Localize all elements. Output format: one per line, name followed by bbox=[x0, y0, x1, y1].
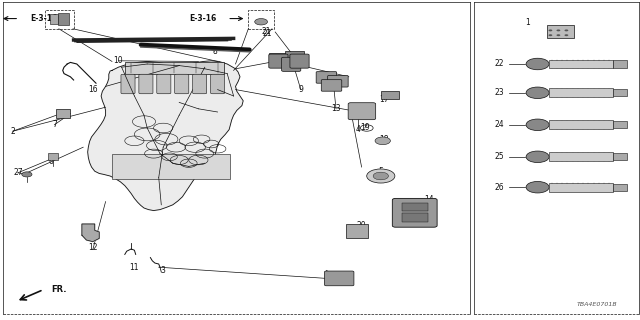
Text: 21: 21 bbox=[263, 29, 272, 38]
Text: 14: 14 bbox=[424, 196, 434, 204]
FancyBboxPatch shape bbox=[157, 74, 171, 94]
FancyBboxPatch shape bbox=[121, 74, 135, 94]
Bar bbox=[402, 213, 428, 222]
Circle shape bbox=[557, 34, 561, 36]
Text: 8: 8 bbox=[212, 47, 217, 56]
Bar bbox=[402, 203, 428, 211]
Bar bbox=[549, 60, 613, 68]
Circle shape bbox=[373, 172, 388, 180]
Polygon shape bbox=[88, 61, 243, 211]
Bar bbox=[549, 152, 613, 161]
Bar bbox=[48, 153, 58, 160]
FancyBboxPatch shape bbox=[321, 80, 342, 91]
Bar bbox=[613, 121, 627, 128]
Text: 5: 5 bbox=[378, 167, 383, 176]
Text: 6: 6 bbox=[49, 157, 54, 166]
Text: 18: 18 bbox=[380, 135, 388, 144]
Text: 15: 15 bbox=[337, 276, 348, 284]
FancyBboxPatch shape bbox=[392, 198, 437, 227]
FancyBboxPatch shape bbox=[282, 57, 301, 71]
Circle shape bbox=[375, 137, 390, 145]
Text: 20: 20 bbox=[356, 221, 367, 230]
Text: 9: 9 bbox=[298, 85, 303, 94]
Bar bbox=[285, 51, 304, 64]
Bar bbox=[56, 109, 70, 118]
Bar bbox=[112, 154, 230, 179]
Text: 3: 3 bbox=[161, 266, 166, 275]
Bar bbox=[549, 120, 613, 129]
Circle shape bbox=[526, 87, 549, 99]
FancyBboxPatch shape bbox=[328, 76, 348, 87]
Bar bbox=[269, 53, 288, 66]
Bar bbox=[613, 153, 627, 160]
Bar bbox=[125, 62, 224, 74]
Bar bbox=[547, 25, 574, 38]
Bar bbox=[549, 88, 613, 97]
FancyBboxPatch shape bbox=[324, 271, 354, 286]
Text: 4: 4 bbox=[356, 125, 361, 134]
FancyBboxPatch shape bbox=[269, 54, 288, 68]
Bar bbox=[346, 224, 368, 238]
Circle shape bbox=[526, 151, 549, 163]
Circle shape bbox=[548, 34, 552, 36]
Text: 21: 21 bbox=[262, 28, 271, 36]
Text: 27: 27 bbox=[13, 168, 23, 177]
Text: 19: 19 bbox=[360, 124, 370, 132]
Circle shape bbox=[526, 119, 549, 131]
Text: 11: 11 bbox=[130, 263, 139, 272]
FancyBboxPatch shape bbox=[316, 72, 337, 83]
Circle shape bbox=[367, 169, 395, 183]
Text: 7: 7 bbox=[52, 120, 57, 129]
Circle shape bbox=[255, 19, 268, 25]
Bar bbox=[381, 91, 399, 99]
Polygon shape bbox=[82, 224, 99, 242]
Bar bbox=[613, 89, 627, 96]
Circle shape bbox=[548, 29, 552, 31]
Text: 26: 26 bbox=[494, 183, 504, 192]
Bar bbox=[50, 14, 58, 24]
Circle shape bbox=[22, 172, 32, 177]
Text: E-3-16: E-3-16 bbox=[31, 14, 58, 23]
Bar bbox=[45, 10, 74, 29]
Text: TBA4E0701B: TBA4E0701B bbox=[577, 302, 618, 307]
Circle shape bbox=[526, 181, 549, 193]
Text: 12: 12 bbox=[88, 244, 97, 252]
Text: 10: 10 bbox=[113, 56, 124, 65]
Bar bbox=[613, 60, 627, 68]
Circle shape bbox=[557, 29, 561, 31]
Text: 22: 22 bbox=[495, 60, 504, 68]
Bar bbox=[613, 184, 627, 191]
Text: 16: 16 bbox=[88, 85, 98, 94]
Text: 23: 23 bbox=[494, 88, 504, 97]
Text: 1: 1 bbox=[525, 18, 531, 27]
Text: 17: 17 bbox=[379, 95, 389, 104]
Text: 25: 25 bbox=[494, 152, 504, 161]
Text: FR.: FR. bbox=[51, 285, 67, 294]
Bar bbox=[58, 13, 69, 25]
Text: E-3-16: E-3-16 bbox=[189, 14, 216, 23]
FancyBboxPatch shape bbox=[348, 103, 376, 120]
FancyBboxPatch shape bbox=[139, 74, 153, 94]
Circle shape bbox=[526, 58, 549, 70]
Circle shape bbox=[564, 34, 568, 36]
FancyBboxPatch shape bbox=[211, 74, 225, 94]
FancyBboxPatch shape bbox=[175, 74, 189, 94]
Bar bbox=[549, 183, 613, 192]
FancyBboxPatch shape bbox=[290, 54, 309, 68]
Bar bbox=[248, 10, 274, 29]
Text: 2: 2 bbox=[10, 127, 15, 136]
Text: 13: 13 bbox=[331, 104, 341, 113]
Text: 24: 24 bbox=[494, 120, 504, 129]
Circle shape bbox=[564, 29, 568, 31]
FancyBboxPatch shape bbox=[193, 74, 207, 94]
